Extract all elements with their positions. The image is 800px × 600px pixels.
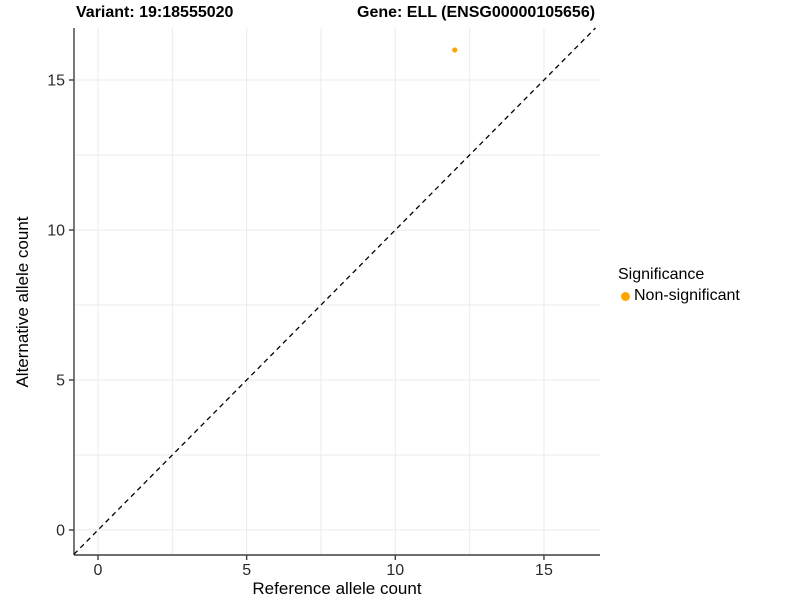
data-point [452,47,458,53]
y-axis-label: Alternative allele count [13,216,32,388]
y-tick-label: 0 [56,523,65,540]
axis-lines [73,28,600,556]
tick-marks [69,79,545,560]
tick-labels: 0 5 10 15 0 5 10 15 [47,73,553,580]
legend-dot-icon [620,291,630,301]
data-layer [73,27,596,555]
y-tick-label: 15 [47,73,65,90]
y-tick-label: 10 [47,223,65,240]
legend-item-label: Non-significant [634,287,740,304]
x-tick-label: 10 [386,562,404,579]
gridlines [74,28,600,555]
legend-key [616,287,634,305]
y-tick-label: 5 [56,373,65,390]
plot-title-gene: Gene: ELL (ENSG00000105656) [357,4,596,21]
x-tick-label: 5 [242,562,251,579]
legend: Significance Non-significant [616,266,740,305]
legend-item: Non-significant [616,287,740,305]
x-tick-label: 15 [535,562,553,579]
x-axis-label: Reference allele count [252,579,422,598]
x-tick-label: 0 [94,562,103,579]
legend-title: Significance [618,266,705,283]
identity-dashed-line [73,27,596,555]
plot-title-variant: Variant: 19:18555020 [76,4,234,21]
